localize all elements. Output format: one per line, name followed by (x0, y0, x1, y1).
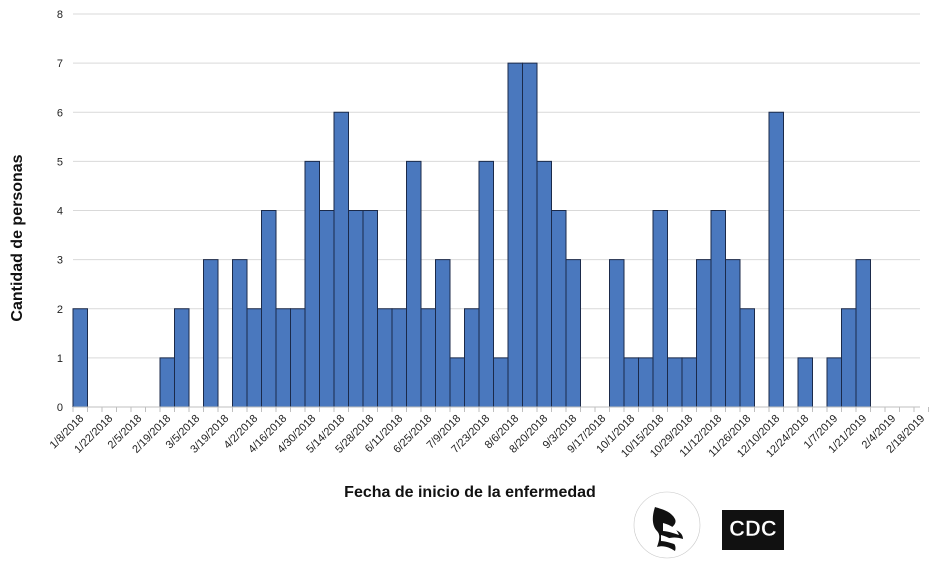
y-axis-title: Cantidad de personas (9, 154, 26, 321)
y-tick-label: 2 (57, 304, 63, 316)
bar (72, 308, 88, 408)
bar (551, 210, 567, 408)
bar (826, 357, 842, 408)
bar (319, 210, 335, 408)
gridlines (73, 13, 920, 359)
bar (507, 62, 523, 408)
y-tick-label: 1 (57, 353, 63, 365)
bar (261, 210, 277, 408)
bar (406, 160, 422, 408)
y-tick-label: 5 (57, 156, 63, 168)
bar (725, 259, 741, 408)
y-tick-label: 8 (57, 9, 63, 21)
bar (333, 111, 349, 408)
bar (623, 357, 639, 408)
bar (348, 210, 364, 408)
bar (609, 259, 625, 408)
bar (290, 308, 306, 408)
y-tick-label: 0 (57, 402, 63, 414)
bar (768, 111, 784, 408)
bar (638, 357, 654, 408)
cdc-logo: CDC (722, 510, 784, 550)
bar (275, 308, 291, 408)
bar (377, 308, 393, 408)
bar (435, 259, 451, 408)
y-tick-label: 7 (57, 58, 63, 70)
y-tick-label: 3 (57, 255, 63, 267)
bar (493, 357, 509, 408)
axes (72, 406, 929, 412)
bar (667, 357, 683, 408)
bar (681, 357, 697, 408)
bar (710, 210, 726, 408)
bar (174, 308, 190, 408)
bar (739, 308, 755, 408)
bar (478, 160, 494, 408)
bar (536, 160, 552, 408)
bar (652, 210, 668, 408)
y-tick-label: 6 (57, 107, 63, 119)
bar (855, 259, 871, 408)
bar (841, 308, 857, 408)
bar (159, 357, 175, 408)
bar (420, 308, 436, 408)
bar (203, 259, 219, 408)
bar (696, 259, 712, 408)
bar (522, 62, 538, 408)
bars (72, 62, 871, 408)
bar (304, 160, 320, 408)
y-tick-label: 4 (57, 206, 63, 218)
x-axis-title: Fecha de inicio de la enfermedad (344, 484, 596, 501)
bar (362, 210, 378, 408)
bar (797, 357, 813, 408)
bar (391, 308, 407, 408)
bar (246, 308, 262, 408)
cdc-logo-text: CDC (729, 516, 777, 541)
bar (449, 357, 465, 408)
y-tick-labels: 0 1 2 3 4 5 6 7 8 (57, 9, 63, 414)
bar (464, 308, 480, 408)
bar (565, 259, 581, 408)
x-tick-labels: 1/8/20181/22/20182/5/20182/19/20183/5/20… (48, 413, 928, 460)
hhs-seal-logo (633, 491, 701, 559)
bar (232, 259, 248, 408)
